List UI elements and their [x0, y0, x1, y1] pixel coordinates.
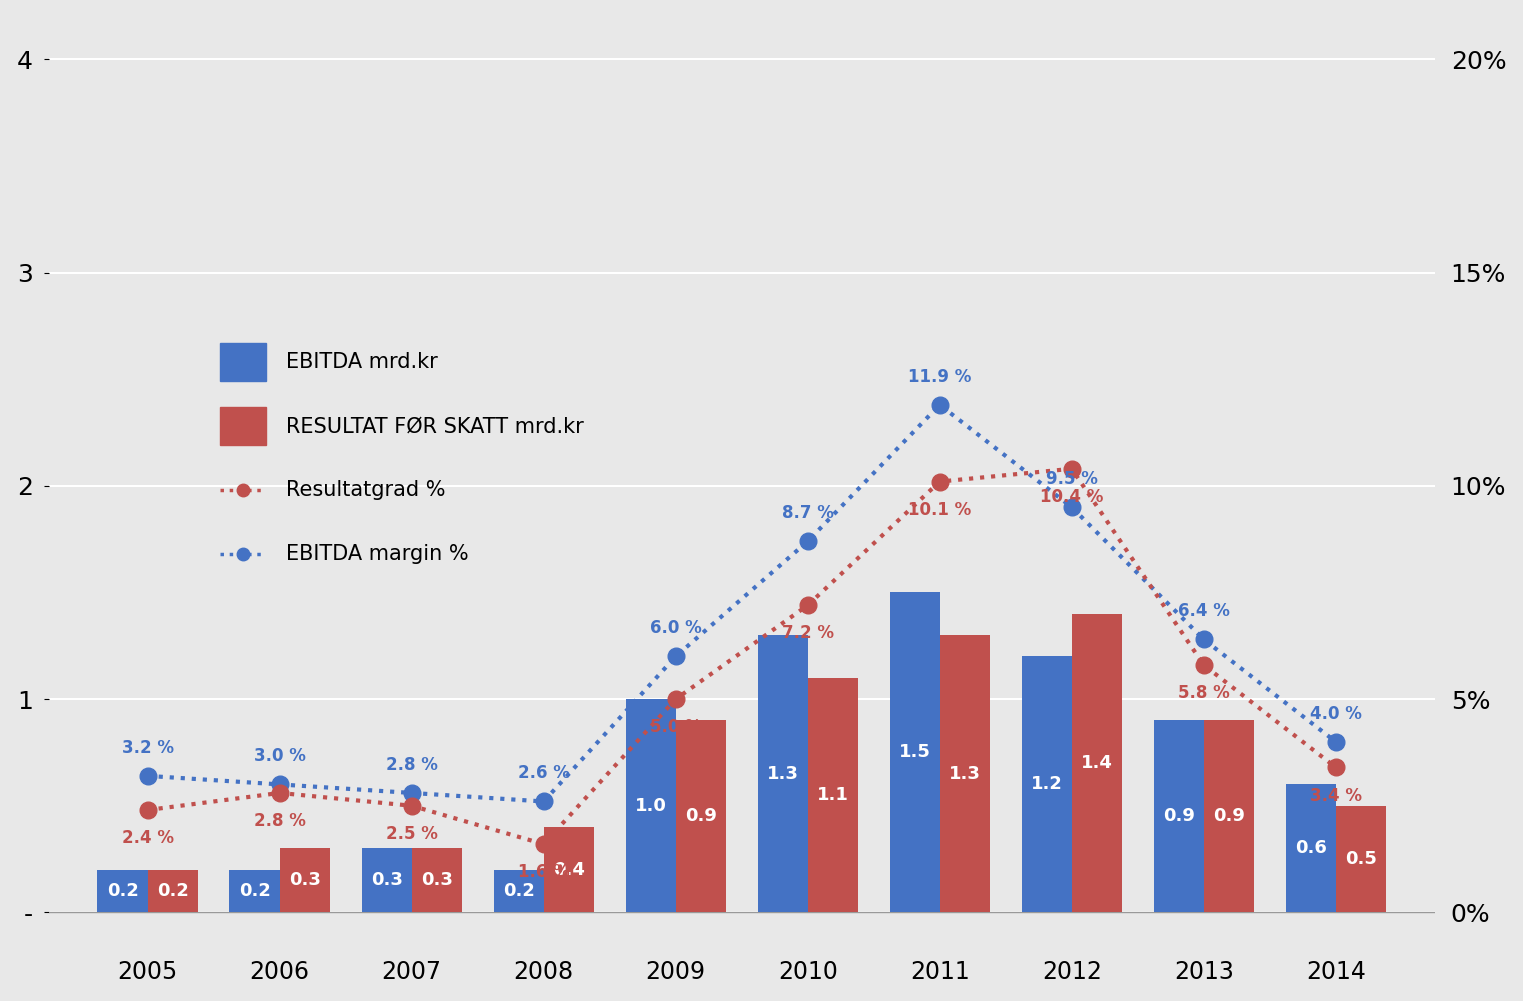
Text: 2.8 %: 2.8 %: [254, 812, 306, 830]
Text: 0.3: 0.3: [289, 872, 321, 889]
Bar: [221, 407, 267, 445]
Text: RESULTAT FØR SKATT mrd.kr: RESULTAT FØR SKATT mrd.kr: [286, 416, 583, 436]
Bar: [626, 699, 676, 912]
Text: 2.8 %: 2.8 %: [385, 756, 437, 774]
Bar: [97, 870, 148, 912]
Text: 4.0 %: 4.0 %: [1310, 705, 1362, 723]
Text: 6.4 %: 6.4 %: [1177, 603, 1229, 621]
Text: 2.6 %: 2.6 %: [518, 765, 570, 782]
Bar: [676, 721, 726, 912]
Text: 6.0 %: 6.0 %: [650, 620, 702, 638]
Text: 0.3: 0.3: [420, 872, 452, 889]
Bar: [1153, 721, 1203, 912]
Bar: [807, 678, 857, 912]
Text: 9.5 %: 9.5 %: [1046, 470, 1098, 487]
Text: 0.9: 0.9: [685, 808, 717, 826]
Text: 0.4: 0.4: [553, 861, 585, 879]
Text: 3.4 %: 3.4 %: [1310, 787, 1362, 805]
Text: 3.2 %: 3.2 %: [122, 739, 174, 757]
Bar: [493, 870, 544, 912]
Text: 7.2 %: 7.2 %: [781, 625, 833, 643]
Text: 10.4 %: 10.4 %: [1040, 487, 1103, 506]
Text: 0.2: 0.2: [503, 882, 535, 900]
Text: 5.8 %: 5.8 %: [1177, 684, 1229, 702]
Bar: [757, 635, 807, 912]
Text: 10.1 %: 10.1 %: [908, 500, 972, 519]
Text: 2.4 %: 2.4 %: [122, 829, 174, 847]
Text: 0.3: 0.3: [370, 872, 402, 889]
Bar: [148, 870, 198, 912]
Text: 0.2: 0.2: [107, 882, 139, 900]
Bar: [1203, 721, 1253, 912]
Text: 1.3: 1.3: [949, 765, 981, 783]
Bar: [280, 849, 330, 912]
Bar: [221, 343, 267, 381]
Bar: [361, 849, 411, 912]
Bar: [411, 849, 461, 912]
Bar: [1285, 785, 1336, 912]
Text: 3.0 %: 3.0 %: [254, 747, 306, 765]
Bar: [889, 593, 940, 912]
Bar: [230, 870, 280, 912]
Text: 8.7 %: 8.7 %: [781, 505, 833, 523]
Text: 2.5 %: 2.5 %: [385, 825, 437, 843]
Text: 11.9 %: 11.9 %: [908, 367, 972, 385]
Text: 0.6: 0.6: [1295, 840, 1327, 858]
Text: 1.0: 1.0: [635, 797, 667, 815]
Text: EBITDA margin %: EBITDA margin %: [286, 545, 469, 565]
Text: EBITDA mrd.kr: EBITDA mrd.kr: [286, 352, 439, 372]
Bar: [940, 635, 990, 912]
Bar: [1072, 614, 1122, 912]
Text: 1.2: 1.2: [1031, 776, 1063, 794]
Text: Resultatgrad %: Resultatgrad %: [286, 480, 446, 500]
Bar: [1022, 657, 1072, 912]
Bar: [1336, 806, 1386, 912]
Text: 1.6 %: 1.6 %: [518, 863, 570, 881]
Text: 0.9: 0.9: [1162, 808, 1194, 826]
Text: 5.0 %: 5.0 %: [650, 719, 702, 737]
Text: 1.4: 1.4: [1081, 754, 1113, 772]
Text: 0.2: 0.2: [239, 882, 271, 900]
Text: 1.1: 1.1: [816, 786, 848, 804]
Bar: [544, 827, 594, 912]
Text: 1.5: 1.5: [899, 744, 931, 762]
Text: 0.2: 0.2: [157, 882, 189, 900]
Text: 0.9: 0.9: [1212, 808, 1244, 826]
Text: 1.3: 1.3: [766, 765, 798, 783]
Text: 0.5: 0.5: [1345, 850, 1377, 868]
